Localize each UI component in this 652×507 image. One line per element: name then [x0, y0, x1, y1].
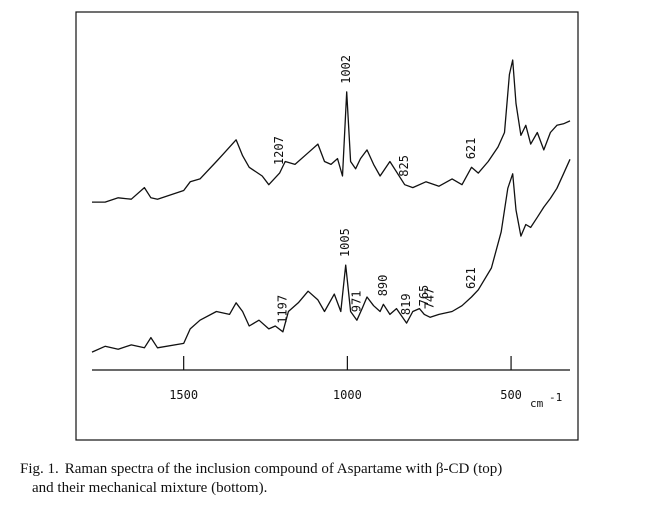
peak-label-621-top: 621: [464, 138, 478, 160]
x-tick-label-1500: 1500: [169, 388, 198, 402]
peak-label-747-bottom: 747: [423, 288, 437, 310]
figure-caption: Fig. 1. Raman spectra of the inclusion co…: [20, 460, 645, 498]
x-tick-label-1000: 1000: [333, 388, 362, 402]
caption-line-1: Raman spectra of the inclusion compound …: [64, 461, 503, 477]
peak-label-971-bottom: 971: [349, 291, 363, 313]
caption-line-2: and their mechanical mixture (bottom).: [32, 480, 268, 496]
x-axis-unit-exponent: -1: [549, 391, 562, 404]
peak-label-825-top: 825: [397, 155, 411, 177]
plot-frame: [75, 11, 579, 441]
peak-label-1005-bottom: 1005: [338, 228, 352, 257]
peak-label-1207-top: 1207: [272, 136, 286, 165]
peak-label-621-bottom: 621: [464, 267, 478, 289]
x-axis-unit-label: cm: [530, 397, 544, 410]
figure-label: Fig. 1.: [20, 461, 59, 477]
peak-label-1002-top: 1002: [339, 55, 353, 84]
peak-label-819-bottom: 819: [399, 293, 413, 315]
peak-label-765-bottom: 765: [417, 285, 431, 307]
spectrum-line-top: [92, 59, 571, 203]
peak-label-890-bottom: 890: [376, 275, 390, 297]
x-tick-label-500: 500: [500, 388, 522, 402]
peak-label-1197-bottom: 1197: [275, 295, 289, 324]
spectrum-line-bottom: [91, 159, 571, 353]
